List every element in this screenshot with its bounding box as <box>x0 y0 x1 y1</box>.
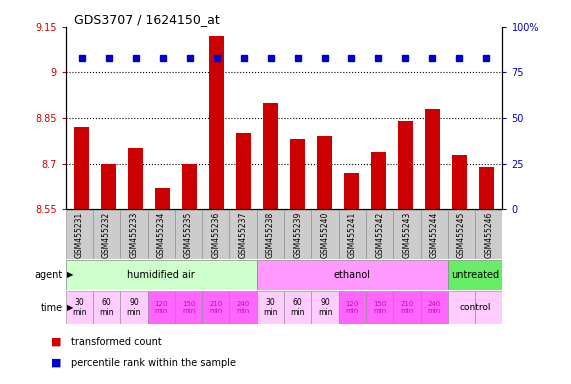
Bar <box>284 291 311 324</box>
Bar <box>66 260 257 290</box>
Bar <box>448 291 475 324</box>
Bar <box>479 167 494 209</box>
Bar <box>263 103 278 209</box>
Bar <box>66 210 93 259</box>
Text: time: time <box>41 303 63 313</box>
Bar <box>366 210 393 259</box>
Text: GSM455232: GSM455232 <box>102 212 111 258</box>
Bar <box>371 152 386 209</box>
Bar <box>175 210 202 259</box>
Text: GSM455239: GSM455239 <box>293 212 302 258</box>
Text: ethanol: ethanol <box>334 270 371 280</box>
Bar <box>452 155 467 209</box>
Bar <box>257 210 284 259</box>
Text: 120
min: 120 min <box>155 301 168 314</box>
Text: GSM455243: GSM455243 <box>403 212 412 258</box>
Text: GSM455241: GSM455241 <box>348 212 357 258</box>
Bar <box>398 121 413 209</box>
Bar <box>393 291 421 324</box>
Bar <box>147 291 175 324</box>
Text: GSM455236: GSM455236 <box>211 212 220 258</box>
Bar <box>120 291 147 324</box>
Bar <box>74 127 89 209</box>
Text: 210
min: 210 min <box>209 301 223 314</box>
Text: 30
min: 30 min <box>72 298 87 317</box>
Bar <box>66 291 93 324</box>
Text: GSM455242: GSM455242 <box>375 212 384 258</box>
Bar <box>344 173 359 209</box>
Bar <box>257 291 284 324</box>
Bar <box>290 139 305 209</box>
Bar <box>230 291 257 324</box>
Text: 210
min: 210 min <box>400 301 413 314</box>
Text: humidified air: humidified air <box>127 270 195 280</box>
Bar <box>339 210 366 259</box>
Text: 240
min: 240 min <box>236 301 250 314</box>
Text: GSM455231: GSM455231 <box>75 212 84 258</box>
Text: agent: agent <box>35 270 63 280</box>
Bar <box>93 210 120 259</box>
Bar <box>425 109 440 209</box>
Bar <box>128 149 143 209</box>
Text: ■: ■ <box>51 337 62 347</box>
Text: GSM455245: GSM455245 <box>457 212 466 258</box>
Text: 90
min: 90 min <box>127 298 141 317</box>
Bar <box>475 210 502 259</box>
Bar <box>311 210 339 259</box>
Bar <box>339 291 366 324</box>
Text: 60
min: 60 min <box>291 298 305 317</box>
Text: 150
min: 150 min <box>182 301 195 314</box>
Bar <box>209 36 224 209</box>
Text: ■: ■ <box>51 358 62 368</box>
Bar <box>102 164 116 209</box>
Bar <box>182 164 197 209</box>
Text: 240
min: 240 min <box>428 301 441 314</box>
Bar <box>366 291 393 324</box>
Bar <box>421 210 448 259</box>
Bar <box>155 188 170 209</box>
Bar <box>230 210 257 259</box>
Text: ▶: ▶ <box>67 270 73 280</box>
Text: GSM455246: GSM455246 <box>484 212 493 258</box>
Bar <box>448 260 502 290</box>
Text: GSM455240: GSM455240 <box>320 212 329 258</box>
Text: GSM455234: GSM455234 <box>156 212 166 258</box>
Text: 120
min: 120 min <box>345 301 359 314</box>
Text: GDS3707 / 1624150_at: GDS3707 / 1624150_at <box>74 13 220 26</box>
Text: 30
min: 30 min <box>263 298 278 317</box>
Bar <box>421 291 448 324</box>
Bar <box>202 291 230 324</box>
Bar <box>448 210 475 259</box>
Text: GSM455235: GSM455235 <box>184 212 193 258</box>
Text: percentile rank within the sample: percentile rank within the sample <box>71 358 236 368</box>
Text: transformed count: transformed count <box>71 337 162 347</box>
Bar <box>393 210 421 259</box>
Bar <box>120 210 147 259</box>
Text: 150
min: 150 min <box>373 301 387 314</box>
Text: 60
min: 60 min <box>99 298 114 317</box>
Text: control: control <box>460 303 491 312</box>
Text: 90
min: 90 min <box>318 298 332 317</box>
Bar <box>175 291 202 324</box>
Bar <box>202 210 230 259</box>
Bar <box>311 291 339 324</box>
Bar <box>284 210 311 259</box>
Bar <box>475 291 502 324</box>
Text: untreated: untreated <box>451 270 499 280</box>
Bar <box>317 136 332 209</box>
Text: GSM455237: GSM455237 <box>239 212 248 258</box>
Bar <box>147 210 175 259</box>
Text: ▶: ▶ <box>67 303 73 312</box>
Text: GSM455244: GSM455244 <box>430 212 439 258</box>
Bar <box>236 133 251 209</box>
Text: GSM455233: GSM455233 <box>130 212 138 258</box>
Bar <box>93 291 120 324</box>
Bar <box>257 260 448 290</box>
Text: GSM455238: GSM455238 <box>266 212 275 258</box>
